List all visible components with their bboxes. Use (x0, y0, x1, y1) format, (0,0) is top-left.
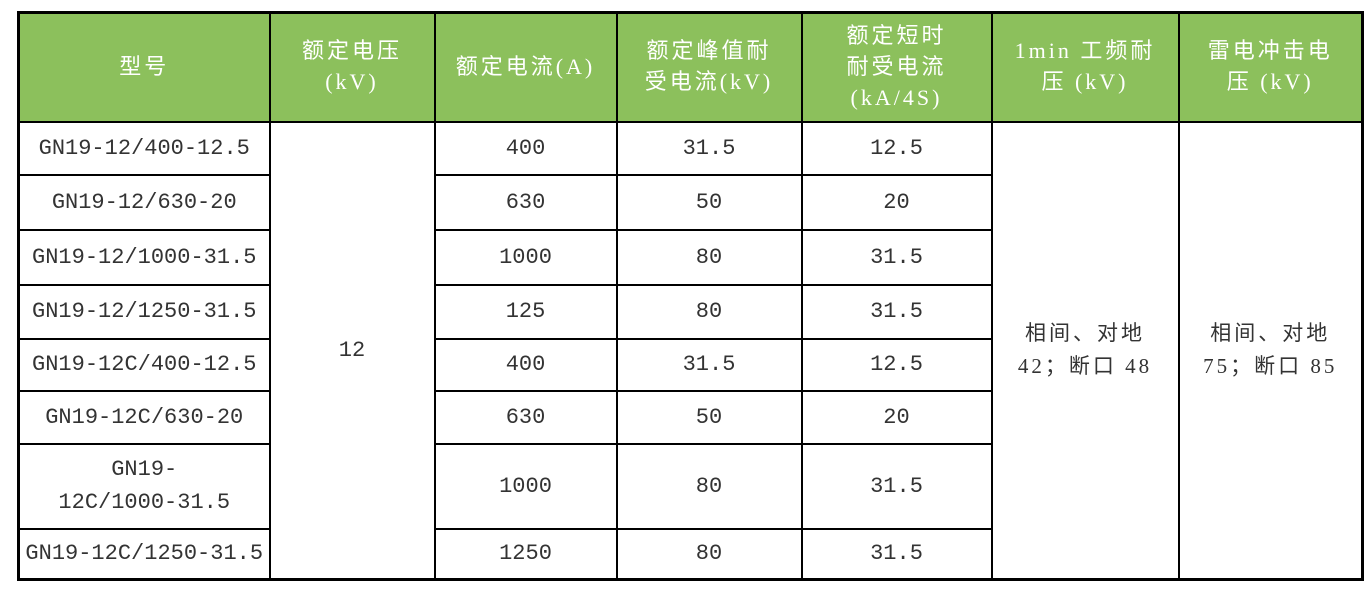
cell-short-time-withstand-current: 31.5 (800, 283, 993, 340)
cell-peak-withstand-current: 50 (615, 173, 803, 231)
table-header: 型号 额定电压 (kV) 额定电流(A) 额定峰值耐 受电流(kV) 额定短时 … (17, 11, 1364, 123)
cell-lightning-impulse-voltage-merged: 相间、对地 75；断口 85 (1177, 120, 1364, 581)
table-body: GN19-12/400-12.5 12 400 31.5 12.5 相间、对地 … (17, 120, 1364, 581)
cell-rated-current: 125 (433, 283, 618, 340)
table-row: GN19-12/1250-31.5 125 80 31.5 (17, 283, 1363, 340)
cell-model: GN19-12C/400-12.5 (17, 337, 271, 392)
cell-model: GN19-12/630-20 (17, 173, 271, 231)
cell-short-time-withstand-current: 20 (800, 389, 993, 445)
cell-rated-current: 400 (433, 337, 618, 392)
cell-model: GN19-12/1250-31.5 (17, 283, 271, 340)
cell-rated-current: 630 (433, 389, 618, 445)
header-row: 型号 额定电压 (kV) 额定电流(A) 额定峰值耐 受电流(kV) 额定短时 … (17, 11, 1364, 123)
cell-peak-withstand-current: 50 (615, 389, 803, 445)
cell-peak-withstand-current: 80 (615, 527, 803, 581)
cell-peak-withstand-current: 80 (615, 283, 803, 340)
cell-short-time-withstand-current: 31.5 (800, 228, 993, 286)
cell-model: GN19-12C/630-20 (17, 389, 271, 445)
cell-model: GN19-12/1000-31.5 (17, 228, 271, 286)
col-header-model: 型号 (17, 11, 271, 123)
col-header-peak-withstand-current: 额定峰值耐 受电流(kV) (615, 11, 803, 123)
cell-peak-withstand-current: 80 (615, 442, 803, 530)
cell-rated-current: 1250 (433, 527, 618, 581)
table-row: GN19-12/1000-31.5 1000 80 31.5 (17, 228, 1363, 286)
cell-power-frequency-withstand-voltage-merged: 相间、对地 42；断口 48 (990, 120, 1180, 581)
cell-short-time-withstand-current: 12.5 (800, 120, 993, 176)
col-header-rated-current: 额定电流(A) (433, 11, 618, 123)
cell-short-time-withstand-current: 12.5 (800, 337, 993, 392)
cell-rated-current: 400 (433, 120, 618, 176)
cell-short-time-withstand-current: 31.5 (800, 527, 993, 581)
cell-rated-current: 630 (433, 173, 618, 231)
col-header-lightning-impulse-voltage: 雷电冲击电 压 (kV) (1177, 11, 1364, 123)
cell-rated-voltage-merged: 12 (268, 120, 436, 581)
table-row: GN19-12C/630-20 630 50 20 (17, 389, 1363, 445)
col-header-power-frequency-withstand-voltage: 1min 工频耐 压 (kV) (990, 11, 1180, 123)
cell-rated-current: 1000 (433, 442, 618, 530)
cell-peak-withstand-current: 31.5 (615, 337, 803, 392)
col-header-rated-voltage: 额定电压 (kV) (268, 11, 436, 123)
table-row: GN19- 12C/1000-31.5 1000 80 31.5 (17, 442, 1363, 530)
table-row: GN19-12C/1250-31.5 1250 80 31.5 (17, 527, 1363, 581)
cell-model: GN19-12C/1250-31.5 (17, 527, 271, 581)
cell-short-time-withstand-current: 20 (800, 173, 993, 231)
cell-model: GN19-12/400-12.5 (17, 120, 271, 176)
cell-short-time-withstand-current: 31.5 (800, 442, 993, 530)
table-row: GN19-12C/400-12.5 400 31.5 12.5 (17, 337, 1363, 392)
cell-rated-current: 1000 (433, 228, 618, 286)
cell-peak-withstand-current: 31.5 (615, 120, 803, 176)
table-row: GN19-12/630-20 630 50 20 (17, 173, 1363, 231)
cell-peak-withstand-current: 80 (615, 228, 803, 286)
table-row: GN19-12/400-12.5 12 400 31.5 12.5 相间、对地 … (17, 120, 1364, 581)
spec-table: 型号 额定电压 (kV) 额定电流(A) 额定峰值耐 受电流(kV) 额定短时 … (17, 11, 1364, 581)
cell-model: GN19- 12C/1000-31.5 (17, 442, 271, 530)
col-header-short-time-withstand-current: 额定短时 耐受电流 (kA/4S) (800, 11, 993, 123)
